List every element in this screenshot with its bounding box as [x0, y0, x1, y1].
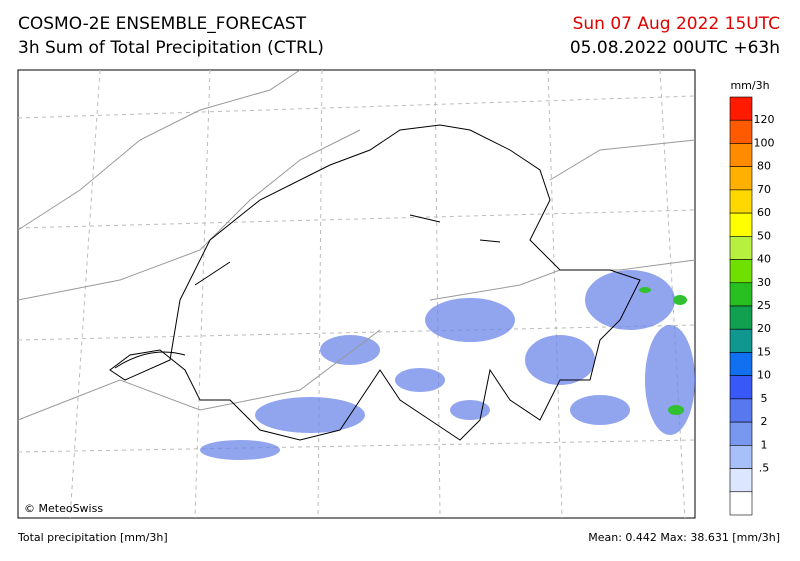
legend-swatch — [729, 236, 753, 260]
legend-label: 80 — [757, 160, 771, 173]
legend-label: 120 — [754, 113, 775, 126]
legend-label: 50 — [757, 229, 771, 242]
legend-swatch — [729, 96, 753, 121]
legend-swatch — [729, 352, 753, 376]
legend-swatch — [729, 491, 753, 516]
subtitle: 3h Sum of Total Precipitation (CTRL) — [18, 38, 324, 58]
legend-label: 40 — [757, 253, 771, 266]
legend: mm/3h 120 100 80 70 60 50 40 30 25 20 15 10 5 2 1 .5 — [729, 79, 775, 516]
legend-swatch — [729, 143, 753, 167]
legend-label: 5 — [761, 392, 768, 405]
legend-label: 1 — [761, 438, 768, 451]
legend-label: 100 — [754, 136, 775, 149]
map-frame — [17, 69, 696, 519]
copyright: © MeteoSwiss — [24, 502, 103, 515]
title: COSMO-2E ENSEMBLE_FORECAST — [18, 14, 307, 34]
legend-label: 25 — [757, 299, 771, 312]
legend-label: 20 — [757, 322, 771, 335]
footer-right: Mean: 0.442 Max: 38.631 [mm/3h] — [588, 531, 780, 544]
rain-areas — [200, 270, 695, 460]
run-time: 05.08.2022 00UTC +63h — [570, 38, 780, 58]
valid-time: Sun 07 Aug 2022 15UTC — [573, 14, 780, 34]
legend-swatch — [729, 468, 753, 493]
borders — [17, 69, 696, 441]
legend-swatch — [729, 375, 753, 400]
legend-swatch — [729, 445, 753, 469]
grid — [17, 69, 696, 519]
legend-label: 60 — [757, 206, 771, 219]
legend-label: 30 — [757, 276, 771, 289]
legend-swatch — [729, 259, 753, 284]
legend-swatch — [729, 398, 753, 423]
legend-label: .5 — [759, 462, 770, 475]
legend-swatch — [729, 421, 753, 446]
legend-swatch — [729, 189, 753, 214]
map: © MeteoSwiss — [17, 69, 696, 519]
legend-label: 2 — [761, 415, 768, 428]
legend-label: 70 — [757, 183, 771, 196]
legend-swatch — [729, 328, 753, 353]
legend-swatch — [729, 166, 753, 191]
legend-label: 15 — [757, 345, 771, 358]
footer-left: Total precipitation [mm/3h] — [17, 531, 168, 544]
legend-swatch — [729, 212, 753, 237]
legend-label: 10 — [757, 369, 771, 382]
legend-swatch — [729, 282, 753, 307]
legend-swatch — [729, 305, 753, 330]
legend-unit: mm/3h — [730, 79, 769, 92]
legend-swatch — [729, 119, 753, 144]
